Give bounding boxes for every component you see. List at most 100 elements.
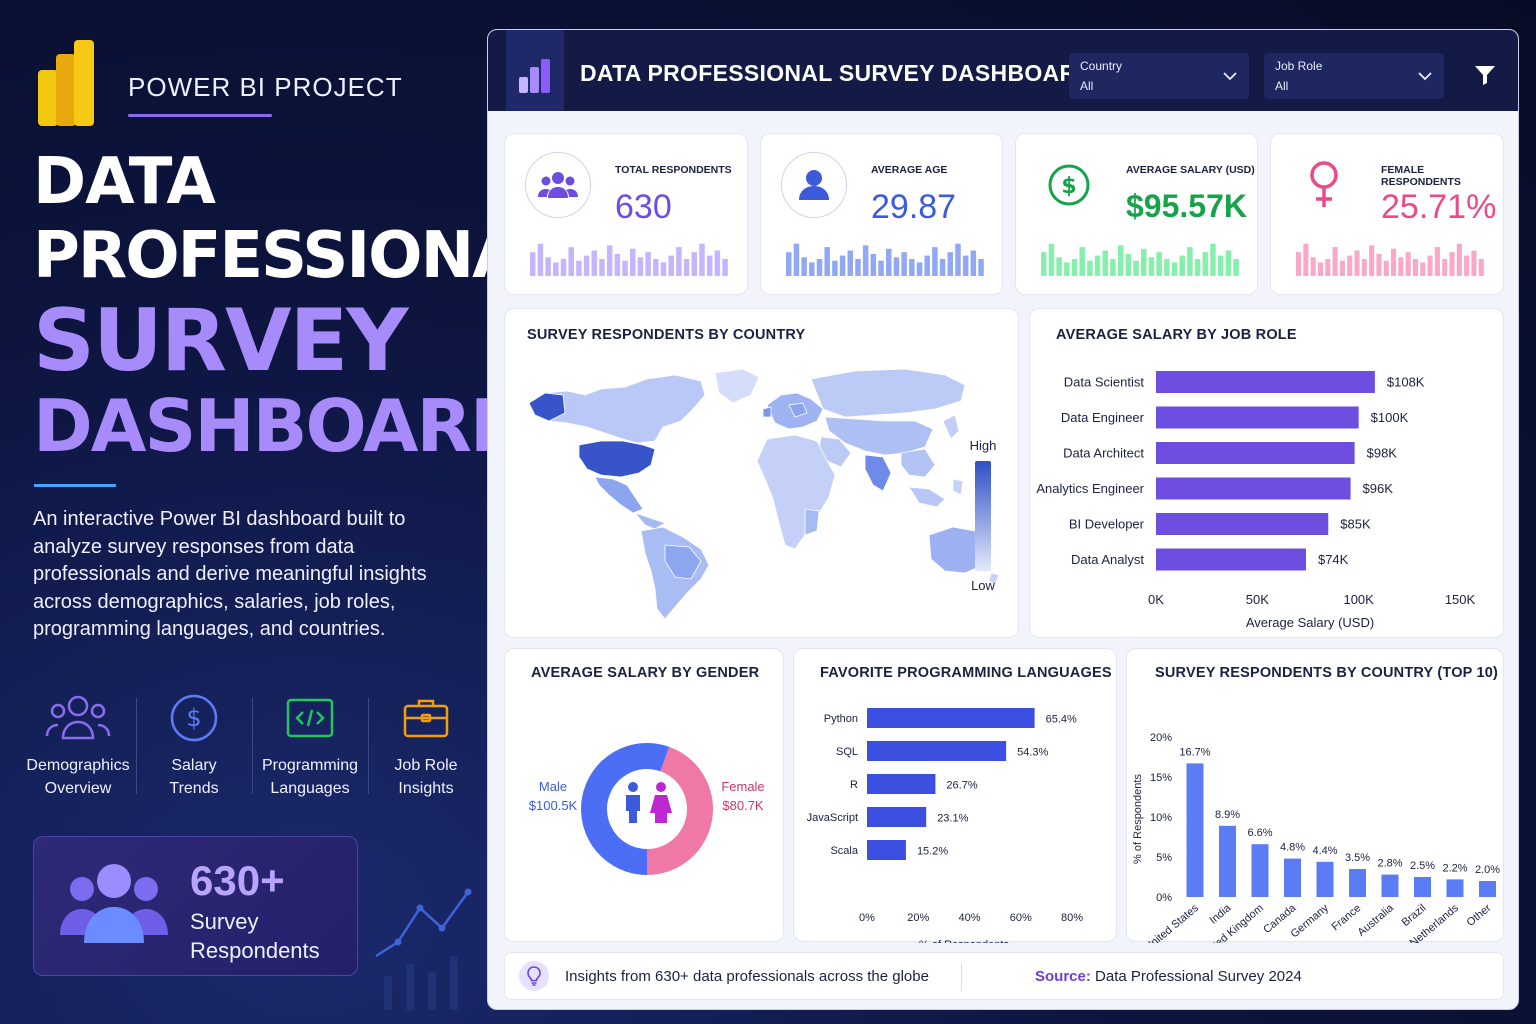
spark-bar bbox=[1464, 255, 1470, 276]
filter-icon[interactable] bbox=[1474, 64, 1496, 86]
chart-title: SURVEY RESPONDENTS BY COUNTRY bbox=[527, 327, 806, 343]
hero-line-4: DASHBOARD bbox=[33, 384, 530, 468]
bar-value-label: 4.8% bbox=[1280, 842, 1305, 854]
spark-bar bbox=[878, 260, 884, 276]
country-bar bbox=[1446, 879, 1464, 897]
source-text: Source: Data Professional Survey 2024 bbox=[1035, 968, 1302, 985]
kpi-label: AVERAGE SALARY (USD) bbox=[1126, 164, 1255, 176]
spark-bar bbox=[560, 259, 567, 276]
spark-bar bbox=[653, 259, 659, 276]
spark-bar bbox=[714, 250, 721, 276]
chart-title: FAVORITE PROGRAMMING LANGUAGES bbox=[820, 665, 1112, 681]
kpi-label: FEMALE RESPONDENTS bbox=[1381, 164, 1461, 188]
spark-bar bbox=[1354, 250, 1360, 276]
spark-bar bbox=[870, 253, 877, 276]
kpi-value: 29.87 bbox=[871, 188, 957, 226]
salary-by-role-chart: Data Scientist $108K Data Engineer $100K Dat… bbox=[1036, 371, 1476, 630]
spark-bar bbox=[1210, 243, 1216, 276]
bar-value-label: $96K bbox=[1363, 481, 1394, 496]
spark-bar bbox=[1079, 247, 1085, 276]
feature-label-line-2: Overview bbox=[44, 780, 112, 797]
chevron-down-icon bbox=[1223, 72, 1237, 81]
spark-bar bbox=[676, 247, 682, 276]
slicer-label: Country bbox=[1080, 59, 1123, 73]
country-slicer[interactable]: Country All bbox=[1069, 53, 1249, 99]
languages-chart: Python 65.4% SQL 54.3% R 26.7% JavaScript 23.1%… bbox=[807, 708, 1083, 943]
country-bar bbox=[1186, 763, 1204, 897]
chart-title: AVERAGE SALARY BY JOB ROLE bbox=[1056, 327, 1297, 343]
feature-salary: $ Salary Trends bbox=[136, 692, 252, 800]
spark-bar bbox=[1434, 247, 1440, 276]
languages-card: FAVORITE PROGRAMMING LANGUAGES Python 65.… bbox=[793, 648, 1117, 943]
donut-slice-male bbox=[581, 743, 670, 875]
spark-bar bbox=[1369, 245, 1375, 276]
y-tick-label: 10% bbox=[1150, 812, 1172, 824]
spark-bar bbox=[809, 262, 815, 276]
feature-label-line-2: Trends bbox=[169, 780, 219, 797]
bar-category-label: Data Architect bbox=[1063, 446, 1144, 461]
job-role-slicer[interactable]: Job Role All bbox=[1264, 53, 1444, 99]
bar-category-label: SQL bbox=[836, 746, 858, 758]
female-figure-icon bbox=[656, 782, 666, 792]
male-label: Male bbox=[539, 779, 567, 794]
bar-value-label: 23.1% bbox=[937, 813, 968, 825]
spark-bar bbox=[1225, 250, 1232, 276]
spark-bar bbox=[606, 245, 613, 276]
dashboard-logo-icon bbox=[506, 30, 564, 111]
kpi-female-respondents: FEMALE RESPONDENTS 25.71% bbox=[1270, 133, 1504, 295]
spark-bar bbox=[839, 255, 846, 276]
x-category-label: Other bbox=[1465, 902, 1494, 929]
bar-value-label: 15.2% bbox=[917, 846, 948, 858]
bar-category-label: BI Developer bbox=[1069, 517, 1145, 532]
kpi-total-respondents: TOTAL RESPONDENTS 630 bbox=[504, 133, 748, 295]
bar-value-label: 2.8% bbox=[1377, 858, 1402, 870]
spark-bar bbox=[1376, 253, 1382, 276]
dollar-icon: $ bbox=[170, 694, 218, 742]
lightbulb-icon bbox=[519, 961, 549, 991]
spark-bar bbox=[1420, 262, 1426, 276]
spark-bar bbox=[955, 243, 961, 276]
people-icon bbox=[60, 864, 168, 943]
spark-bar bbox=[801, 257, 807, 276]
spark-bar bbox=[691, 252, 698, 276]
slicer-label: Job Role bbox=[1275, 59, 1323, 73]
spark-bar bbox=[1164, 259, 1170, 276]
spark-bar bbox=[939, 259, 946, 276]
kpi-label: TOTAL RESPONDENTS bbox=[615, 164, 732, 176]
spark-bar bbox=[1317, 262, 1324, 276]
language-bar bbox=[867, 840, 906, 860]
spark-bar bbox=[1412, 259, 1419, 276]
bar-value-label: 8.9% bbox=[1215, 809, 1240, 821]
spark-bar bbox=[786, 252, 792, 276]
spark-bar bbox=[1179, 255, 1185, 276]
bar-value-label: $74K bbox=[1318, 552, 1349, 567]
spark-bar bbox=[1171, 262, 1178, 276]
y-tick-label: 5% bbox=[1156, 852, 1172, 864]
spark-bar bbox=[699, 243, 705, 276]
dashboard-header: DATA PROFESSIONAL SURVEY DASHBOARD Count… bbox=[488, 30, 1518, 111]
spark-bar bbox=[824, 247, 830, 276]
bar-category-label: Analytics Engineer bbox=[1036, 481, 1144, 496]
trend-line-decoration bbox=[375, 888, 472, 1010]
code-icon bbox=[286, 698, 334, 738]
slicer-value: All bbox=[1275, 79, 1289, 93]
spark-bar bbox=[978, 259, 984, 276]
country-bar bbox=[1316, 861, 1334, 897]
x-tick-label: 40% bbox=[958, 912, 980, 924]
x-tick-label: 100K bbox=[1343, 592, 1374, 607]
spark-bar bbox=[1391, 248, 1397, 276]
project-description: An interactive Power BI dashboard built … bbox=[33, 508, 427, 640]
spark-bar bbox=[901, 252, 907, 276]
chart-title: AVERAGE SALARY BY GENDER bbox=[531, 665, 760, 681]
male-figure-icon bbox=[626, 795, 640, 823]
bar-category-label: JavaScript bbox=[807, 812, 858, 824]
world-map[interactable]: High Low bbox=[505, 309, 1020, 639]
respondents-label-line-2: Respondents bbox=[190, 938, 320, 963]
language-bar bbox=[867, 807, 927, 827]
spark-bar bbox=[1064, 262, 1070, 276]
spark-bar bbox=[1141, 248, 1147, 276]
spark-bar bbox=[1478, 259, 1484, 276]
spark-bar bbox=[909, 259, 915, 276]
briefcase-icon bbox=[403, 699, 449, 738]
hero-title: DATA PROFESSIONAL SURVEY DASHBOARD bbox=[33, 150, 560, 468]
